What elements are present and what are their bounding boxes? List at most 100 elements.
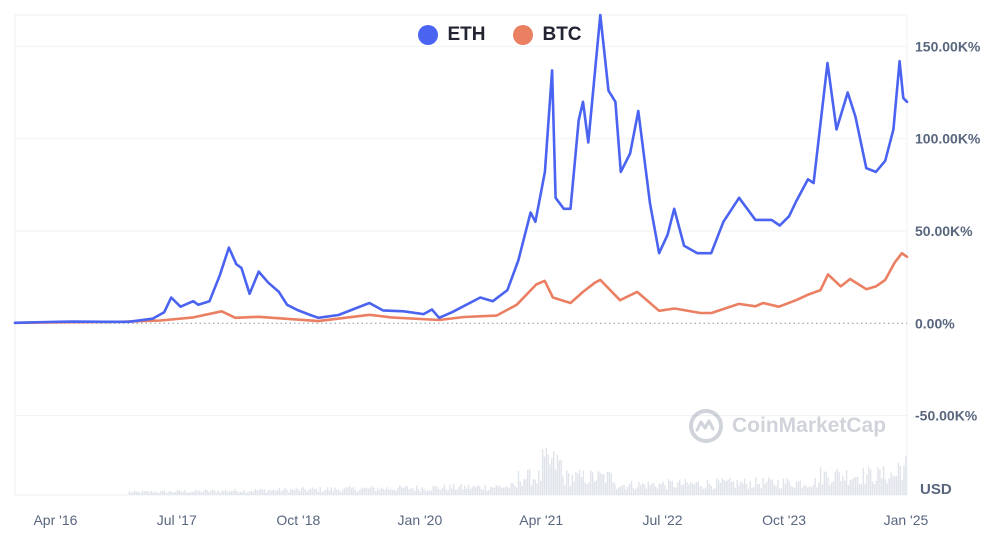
volume-bar <box>767 477 770 495</box>
volume-bar <box>795 481 798 495</box>
x-tick-label: Oct '23 <box>762 512 806 528</box>
volume-bar <box>727 479 729 495</box>
volume-bar <box>143 491 145 495</box>
volume-bar <box>414 490 416 495</box>
volume-bar <box>527 469 529 495</box>
volume-bar <box>358 490 360 495</box>
volume-bar <box>806 487 809 495</box>
volume-bar <box>821 484 824 495</box>
volume-bar <box>369 487 371 495</box>
volume-bar <box>328 490 331 495</box>
volume-bar <box>667 479 670 495</box>
volume-bar <box>349 486 351 495</box>
volume-bar <box>831 482 833 495</box>
volume-bar <box>803 485 805 495</box>
volume-bar <box>751 487 753 495</box>
volume-bar <box>684 479 686 495</box>
volume-bar <box>662 481 664 495</box>
x-tick-label: Jan '20 <box>398 512 443 528</box>
volume-bar <box>417 489 420 495</box>
volume-bar <box>343 487 345 495</box>
volume-bar <box>604 482 607 495</box>
volume-bar <box>473 485 475 495</box>
volume-bar <box>441 487 444 495</box>
volume-bar <box>588 482 590 495</box>
legend-item-btc[interactable]: BTC <box>513 24 582 46</box>
volume-bar <box>714 488 716 495</box>
volume-bar <box>401 486 403 495</box>
volume-bar <box>310 488 312 495</box>
x-tick-label: Jan '25 <box>884 512 929 528</box>
volume-bar <box>332 490 334 495</box>
volume-bar <box>547 454 549 495</box>
volume-bar <box>784 483 787 495</box>
volume-bar <box>502 487 505 495</box>
volume-bar <box>447 490 449 495</box>
volume-bar <box>886 483 889 495</box>
volume-bar <box>354 490 357 495</box>
volume-bar <box>228 491 231 495</box>
volume-bar <box>191 491 194 495</box>
volume-bar <box>643 484 646 495</box>
volume-bar <box>628 483 631 495</box>
volume-bar <box>747 488 750 495</box>
volume-bar <box>779 488 781 495</box>
volume-bar <box>380 487 383 495</box>
volume-bar <box>766 481 768 495</box>
volume-bar <box>154 491 156 495</box>
volume-bar <box>488 489 490 495</box>
volume-bar <box>460 483 462 495</box>
volume-bar <box>237 492 240 495</box>
volume-bar <box>252 491 255 495</box>
volume-bar <box>477 485 479 495</box>
volume-bar <box>825 471 827 495</box>
x-tick-label: Jul '22 <box>643 512 683 528</box>
volume-bar <box>393 489 396 495</box>
volume-bar <box>710 485 712 495</box>
volume-bar <box>493 488 496 495</box>
volume-bar <box>508 488 510 495</box>
volume-bar <box>792 486 794 495</box>
volume-bar <box>275 491 277 495</box>
volume-bar <box>436 486 438 495</box>
volume-bar <box>497 485 499 495</box>
volume-bar <box>286 489 288 495</box>
volume-bar <box>136 491 138 495</box>
volume-bar <box>304 489 307 495</box>
y-tick-label: -50.00K% <box>915 408 978 424</box>
legend-item-eth[interactable]: ETH <box>418 24 485 46</box>
volume-bar <box>399 485 401 495</box>
volume-bar <box>132 491 134 495</box>
volume-bar <box>536 483 538 495</box>
volume-bar <box>402 488 405 495</box>
volume-bar <box>206 489 208 495</box>
volume-bar <box>219 492 221 495</box>
volume-bar <box>888 478 890 495</box>
volume-bar <box>651 483 653 495</box>
coinmarketcap-logo-icon <box>689 409 723 443</box>
volume-bar <box>858 483 861 495</box>
volume-bar <box>706 479 709 495</box>
volume-bar <box>764 483 766 495</box>
volume-bar <box>640 484 642 495</box>
volume-bar <box>128 491 130 495</box>
volume-bar <box>210 490 212 495</box>
volume-bar <box>375 490 377 495</box>
volume-bar <box>462 489 464 495</box>
volume-bar <box>690 482 692 495</box>
volume-bar <box>843 480 846 495</box>
volume-bar <box>319 487 321 495</box>
volume-bar <box>517 470 520 495</box>
volume-bar <box>139 493 142 495</box>
volume-layer <box>128 448 907 495</box>
volume-bar <box>895 475 898 495</box>
volume-bar <box>645 488 648 495</box>
volume-bar <box>484 484 486 495</box>
volume-bar <box>173 492 175 495</box>
volume-bar <box>395 490 397 495</box>
volume-bar <box>176 490 179 495</box>
volume-bar <box>799 480 801 495</box>
volume-bar <box>619 486 622 495</box>
volume-bar <box>701 486 703 495</box>
volume-bar <box>250 490 253 495</box>
